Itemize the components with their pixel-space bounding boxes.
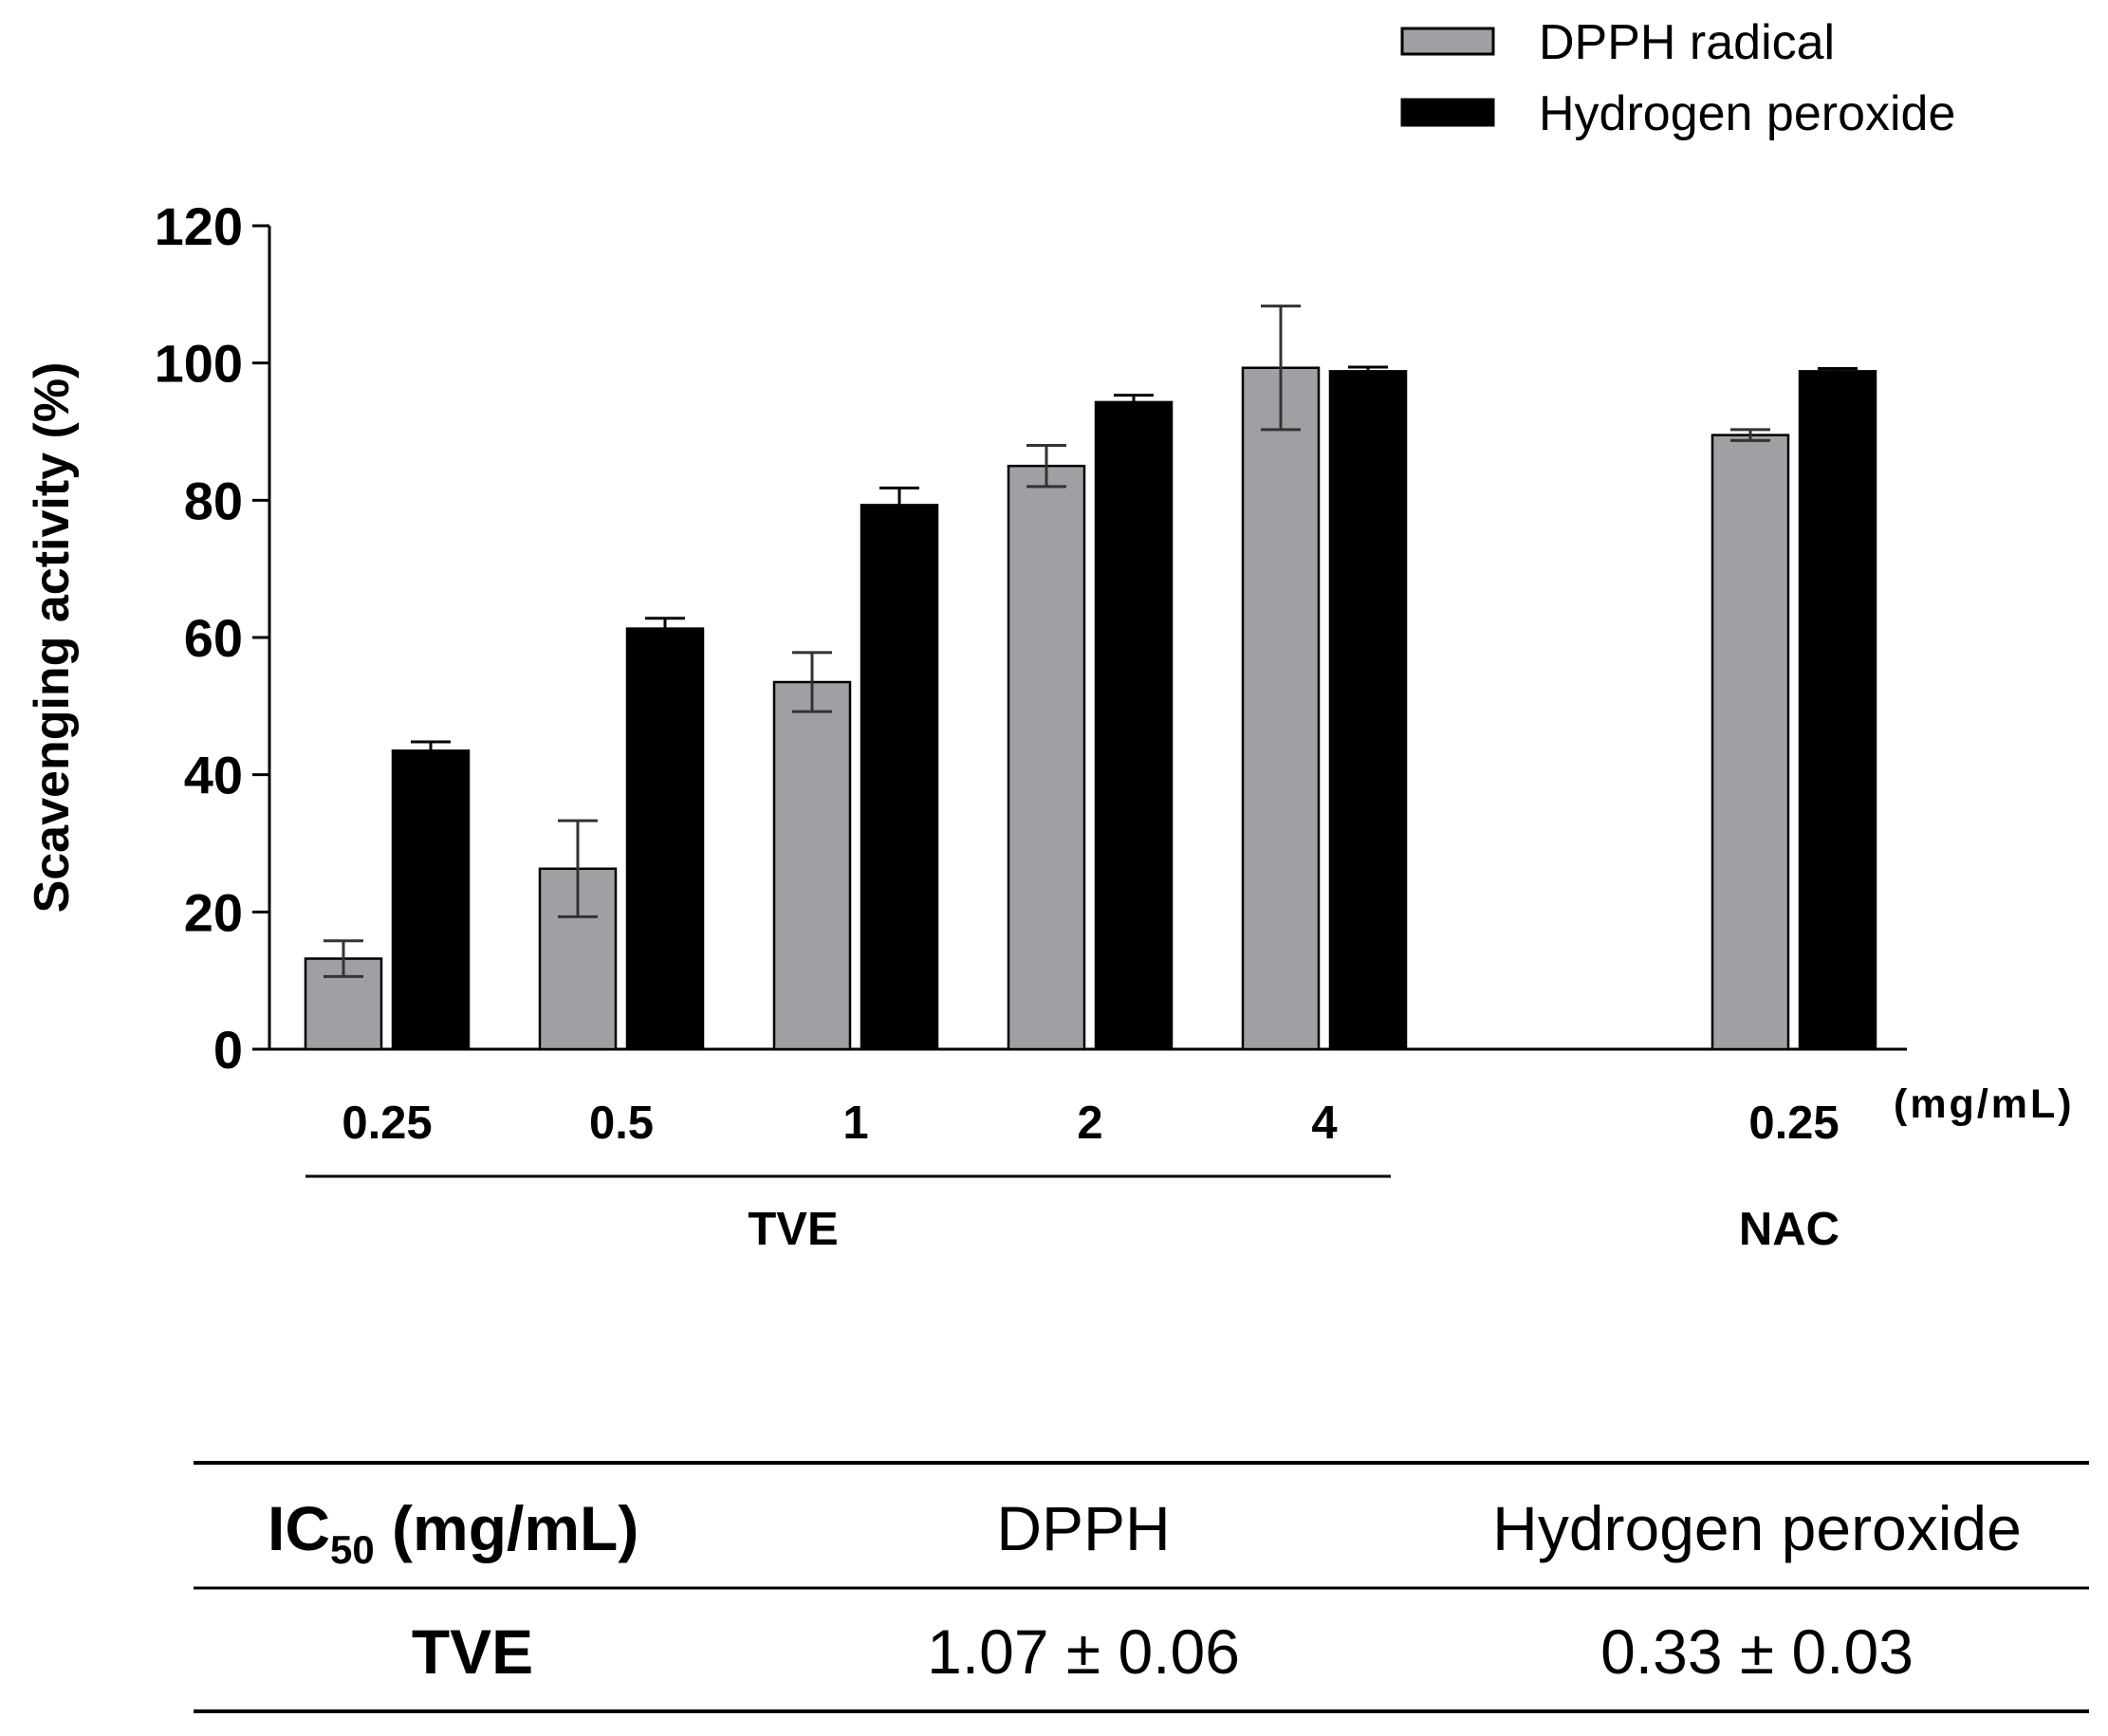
bar-dpph-3 [1007, 464, 1086, 1051]
ic-unit: (mg/mL) [375, 1493, 639, 1563]
category-label: 4 [1311, 1098, 1337, 1149]
y-axis-label: Scavenging activity (%) [25, 362, 80, 914]
legend-swatch-dpph [1400, 27, 1495, 56]
group-label-tve: TVE [748, 1204, 838, 1255]
bar-dpph-5 [1710, 434, 1790, 1051]
category-label: 0.5 [589, 1098, 654, 1149]
y-tick-label: 60 [184, 608, 243, 668]
y-tick-label: 100 [155, 334, 243, 394]
table-cell-dpph: 1.07 ± 0.06 [927, 1616, 1240, 1687]
ic-label: IC [268, 1493, 330, 1563]
y-ticks: 0 20 40 60 80 100 120 [155, 196, 269, 1080]
bar-hydrogen-peroxide-5 [1798, 370, 1877, 1051]
legend-label-hydrogen-peroxide: Hydrogen peroxide [1539, 86, 1955, 141]
bar-dpph-4 [1241, 366, 1321, 1051]
table-header-dpph: DPPH [996, 1493, 1170, 1563]
table-header-hydrogen-peroxide: Hydrogen peroxide [1492, 1493, 2022, 1563]
bar-hydrogen-peroxide-1 [625, 627, 705, 1051]
y-tick-label: 0 [213, 1020, 243, 1080]
category-label: 0.25 [1748, 1098, 1839, 1149]
category-label: 1 [842, 1098, 868, 1149]
ic-subscript: 50 [330, 1527, 375, 1572]
y-tick-label: 20 [184, 882, 243, 942]
x-unit-label: (mg/mL) [1894, 1081, 2075, 1127]
bar-hydrogen-peroxide-2 [860, 504, 939, 1051]
category-label: 0.25 [342, 1098, 432, 1149]
legend-swatch-hydrogen-peroxide [1400, 98, 1495, 127]
category-labels: 0.25 0.5 1 2 4 0.25 [342, 1098, 1839, 1149]
table-cell-hydrogen-peroxide: 0.33 ± 0.03 [1600, 1616, 1914, 1687]
bar-hydrogen-peroxide-3 [1094, 400, 1174, 1051]
y-tick-label: 120 [155, 196, 243, 256]
y-tick-label: 40 [184, 746, 243, 805]
bars [304, 305, 1877, 1051]
group-label-nac: NAC [1739, 1204, 1840, 1255]
table-row-label-tve: TVE [412, 1616, 533, 1687]
legend-label-dpph: DPPH radical [1539, 15, 1835, 70]
category-label: 2 [1077, 1098, 1102, 1149]
bar-hydrogen-peroxide-4 [1328, 370, 1408, 1051]
ic50-table: IC50 (mg/mL) DPPH Hydrogen peroxide TVE … [194, 1461, 2089, 1713]
y-tick-label: 80 [184, 471, 243, 530]
bar-dpph-2 [772, 680, 852, 1051]
legend: DPPH radical Hydrogen peroxide [1400, 15, 1955, 141]
bar-hydrogen-peroxide-0 [391, 749, 471, 1051]
table-header-label: IC50 (mg/mL) [268, 1493, 638, 1572]
